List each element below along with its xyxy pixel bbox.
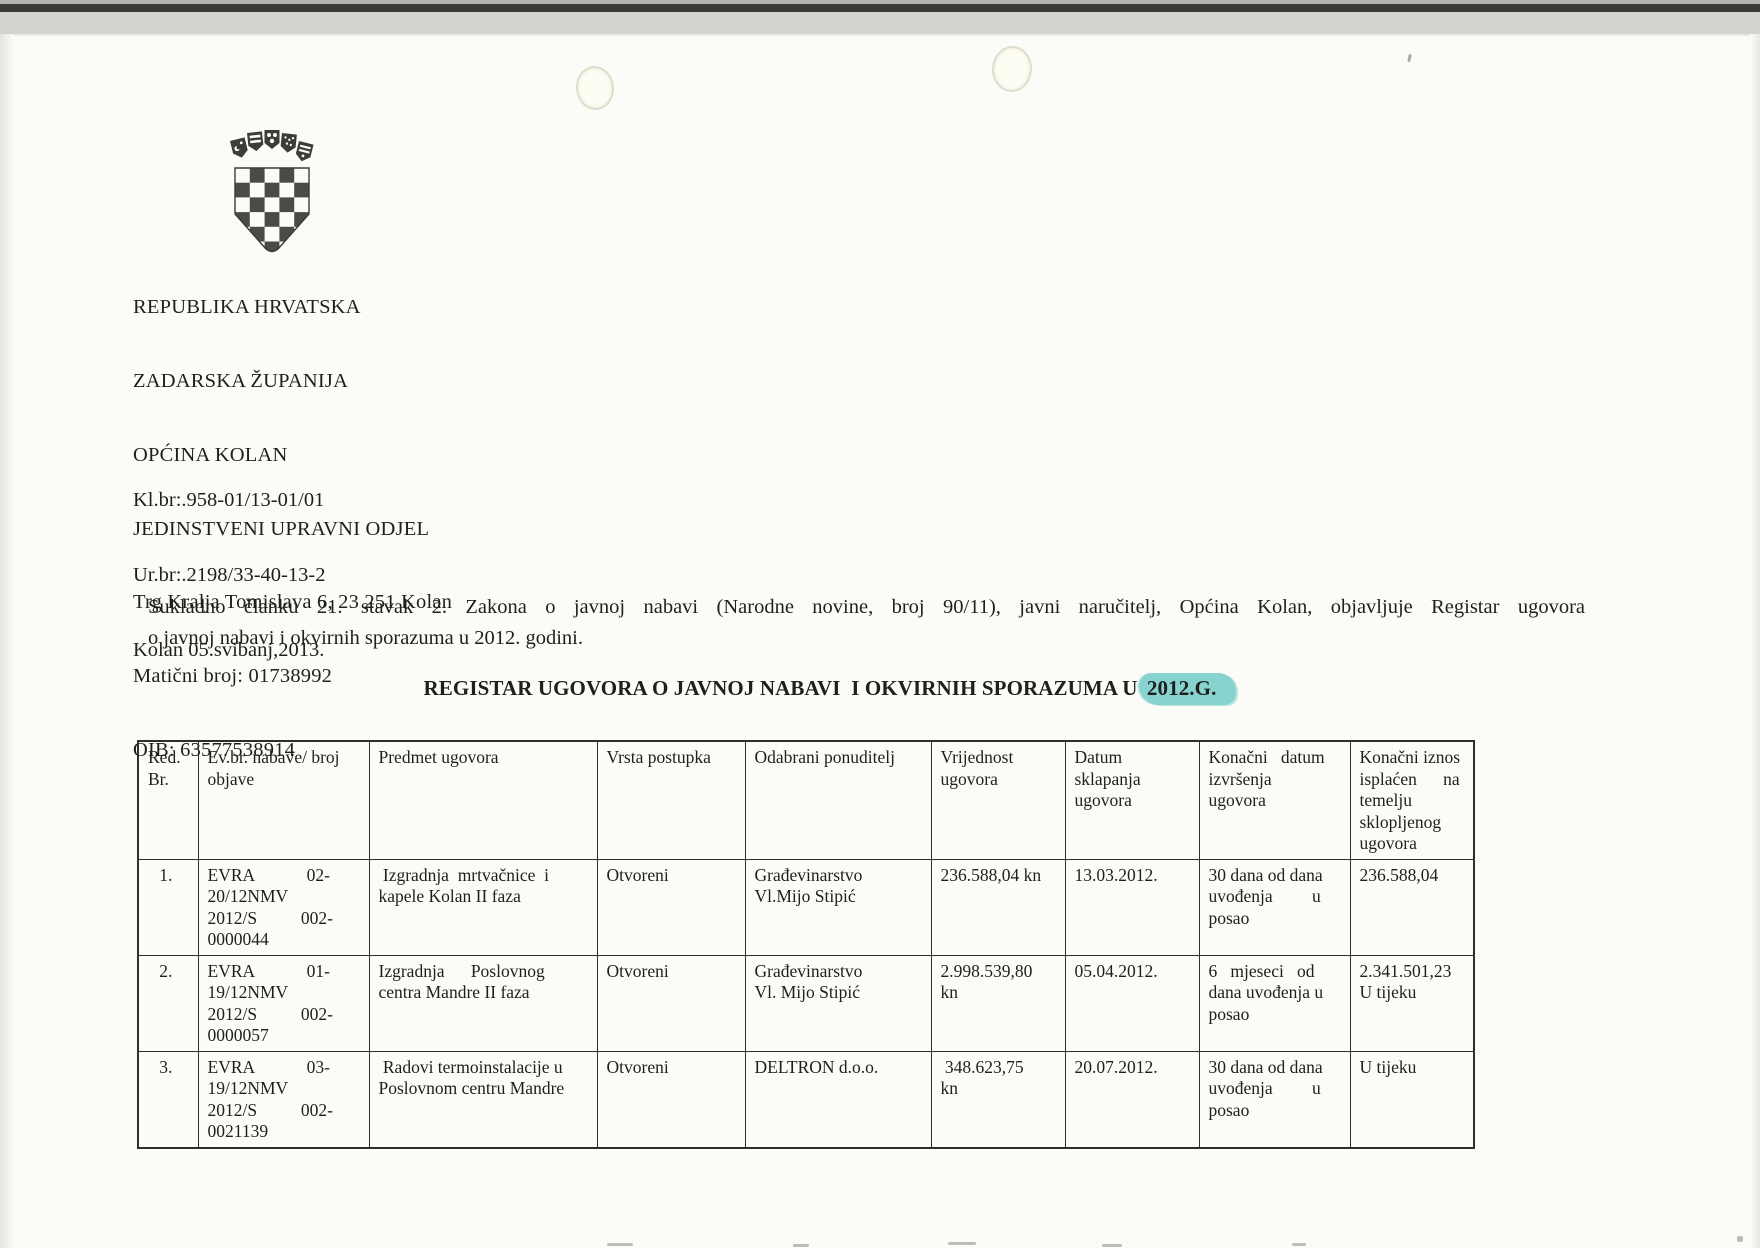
- letterhead-line: Trg Kralja Tomislava 6, 23 251 Kolan: [133, 591, 453, 614]
- coat-of-arms-icon: [230, 130, 314, 253]
- scan-speck: [1737, 1236, 1743, 1242]
- table-cell: EVRA 01- 19/12NMV 2012/S 002- 0000057: [197, 954, 370, 1052]
- place-and-date: Kolan 05.svibanj,2013.: [133, 639, 325, 661]
- table-row: 3. EVRA 03- 19/12NMV 2012/S 002- 0021139…: [137, 1050, 1475, 1149]
- table-cell: DELTRON d.o.o.: [744, 1050, 932, 1149]
- table-cell: 348.623,75 kn: [930, 1050, 1066, 1149]
- table-cell: Otvoreni: [596, 858, 746, 956]
- table-cell: 6 mjeseci od dana uvođenja u posao: [1198, 954, 1351, 1052]
- letterhead-line: ZADARSKA ŽUPANIJA: [133, 369, 349, 392]
- paper-right-shadow: [1750, 34, 1760, 1248]
- contracts-register-table: Red. Br. Ev.br. nabave/ broj objave Pred…: [137, 740, 1475, 1149]
- table-cell: 05.04.2012.: [1064, 954, 1200, 1052]
- column-header-vrijednost: Vrijednost ugovora: [930, 740, 1066, 860]
- table-cell: 2.: [137, 954, 199, 1052]
- scan-edge-dark: [0, 4, 1760, 12]
- column-header-ponuditelj: Odabrani ponuditelj: [744, 740, 932, 860]
- table-cell: 20.07.2012.: [1064, 1050, 1200, 1149]
- table-cell: 236.588,04 kn: [930, 858, 1066, 956]
- letterhead-line: REPUBLIKA HRVATSKA: [133, 296, 361, 319]
- highlighted-year: 2012.G.: [1138, 673, 1237, 705]
- paper-left-shadow: [0, 34, 14, 1248]
- scan-speck: [793, 1244, 809, 1247]
- page-title: REGISTAR UGOVORA O JAVNOJ NABAVI I OKVIR…: [130, 673, 1530, 705]
- table-cell: Izgradnja Poslovnog centra Mandre II faz…: [368, 954, 598, 1052]
- column-header-datum: Datum sklapanja ugovora: [1064, 740, 1200, 860]
- table-cell: Građevinarstvo Vl.Mijo Stipić: [744, 858, 932, 956]
- table-cell: 13.03.2012.: [1064, 858, 1200, 956]
- letterhead-line: JEDINSTVENI UPRAVNI ODJEL: [133, 517, 430, 540]
- table-cell: EVRA 03- 19/12NMV 2012/S 002- 0021139: [197, 1050, 370, 1149]
- intro-paragraph: Sukladno članku 21. stavak 2. Zakona o j…: [148, 592, 1585, 653]
- letterhead-line: OPĆINA KOLAN: [133, 443, 288, 466]
- column-header-predmet: Predmet ugovora: [368, 740, 598, 860]
- scan-speck: [1407, 53, 1412, 63]
- scan-speck: [1292, 1243, 1306, 1246]
- scan-edge-gray: [0, 12, 1760, 34]
- scan-speck: [1102, 1244, 1122, 1247]
- column-header-ev-br: Ev.br. nabave/ broj objave: [197, 740, 370, 860]
- table-row: 2. EVRA 01- 19/12NMV 2012/S 002- 0000057…: [137, 954, 1475, 1052]
- scan-speck: [948, 1242, 976, 1245]
- table-cell: U tijeku: [1349, 1050, 1475, 1149]
- table-cell: Otvoreni: [596, 954, 746, 1052]
- table-cell: 1.: [137, 858, 199, 956]
- table-row: 1. EVRA 02- 20/12NMV 2012/S 002- 0000044…: [137, 858, 1475, 956]
- scan-speck: [607, 1243, 633, 1246]
- class-number: Kl.br:.958-01/13-01/01: [133, 489, 325, 511]
- column-header-red-br: Red. Br.: [137, 740, 199, 860]
- table-cell: 236.588,04: [1349, 858, 1475, 956]
- table-cell: Izgradnja mrtvačnice i kapele Kolan II f…: [368, 858, 598, 956]
- croatia-coat-of-arms: [222, 124, 322, 256]
- table-cell: 2.341.501,23 U tijeku: [1349, 954, 1475, 1052]
- intro-line: o javnoj nabavi i okvirnih sporazuma u 2…: [148, 626, 583, 649]
- table-cell: 30 dana od dana uvođenja u posao: [1198, 1050, 1351, 1149]
- table-cell: 3.: [137, 1050, 199, 1149]
- table-cell: Građevinarstvo Vl. Mijo Stipić: [744, 954, 932, 1052]
- table-cell: Otvoreni: [596, 1050, 746, 1149]
- paper-top-edge: [0, 34, 1760, 36]
- punch-hole: [573, 64, 617, 112]
- table-cell: Radovi termoinstalacije u Poslovnom cent…: [368, 1050, 598, 1149]
- reference-numbers: Kl.br:.958-01/13-01/01 Ur.br:.2198/33-40…: [133, 438, 325, 688]
- column-header-konacni-iznos: Konačni iznos isplaćen na temelju sklopl…: [1349, 740, 1475, 860]
- intro-line: Sukladno članku 21. stavak 2. Zakona o j…: [148, 596, 1585, 618]
- scan-edge-light: [0, 0, 1760, 4]
- column-header-vrsta: Vrsta postupka: [596, 740, 746, 860]
- table-cell: EVRA 02- 20/12NMV 2012/S 002- 0000044: [197, 858, 370, 956]
- table-header-row: Red. Br. Ev.br. nabave/ broj objave Pred…: [137, 740, 1475, 860]
- page-title-text: REGISTAR UGOVORA O JAVNOJ NABAVI I OKVIR…: [423, 676, 1143, 700]
- letterhead-line: Matični broj: 01738992: [133, 665, 333, 688]
- table-cell: 30 dana od dana uvođenja u posao: [1198, 858, 1351, 956]
- table-cell: 2.998.539,80 kn: [930, 954, 1066, 1052]
- column-header-konacni-datum: Konačni datum izvršenja ugovora: [1198, 740, 1351, 860]
- punch-hole: [990, 44, 1034, 94]
- registry-number: Ur.br:.2198/33-40-13-2: [133, 564, 326, 586]
